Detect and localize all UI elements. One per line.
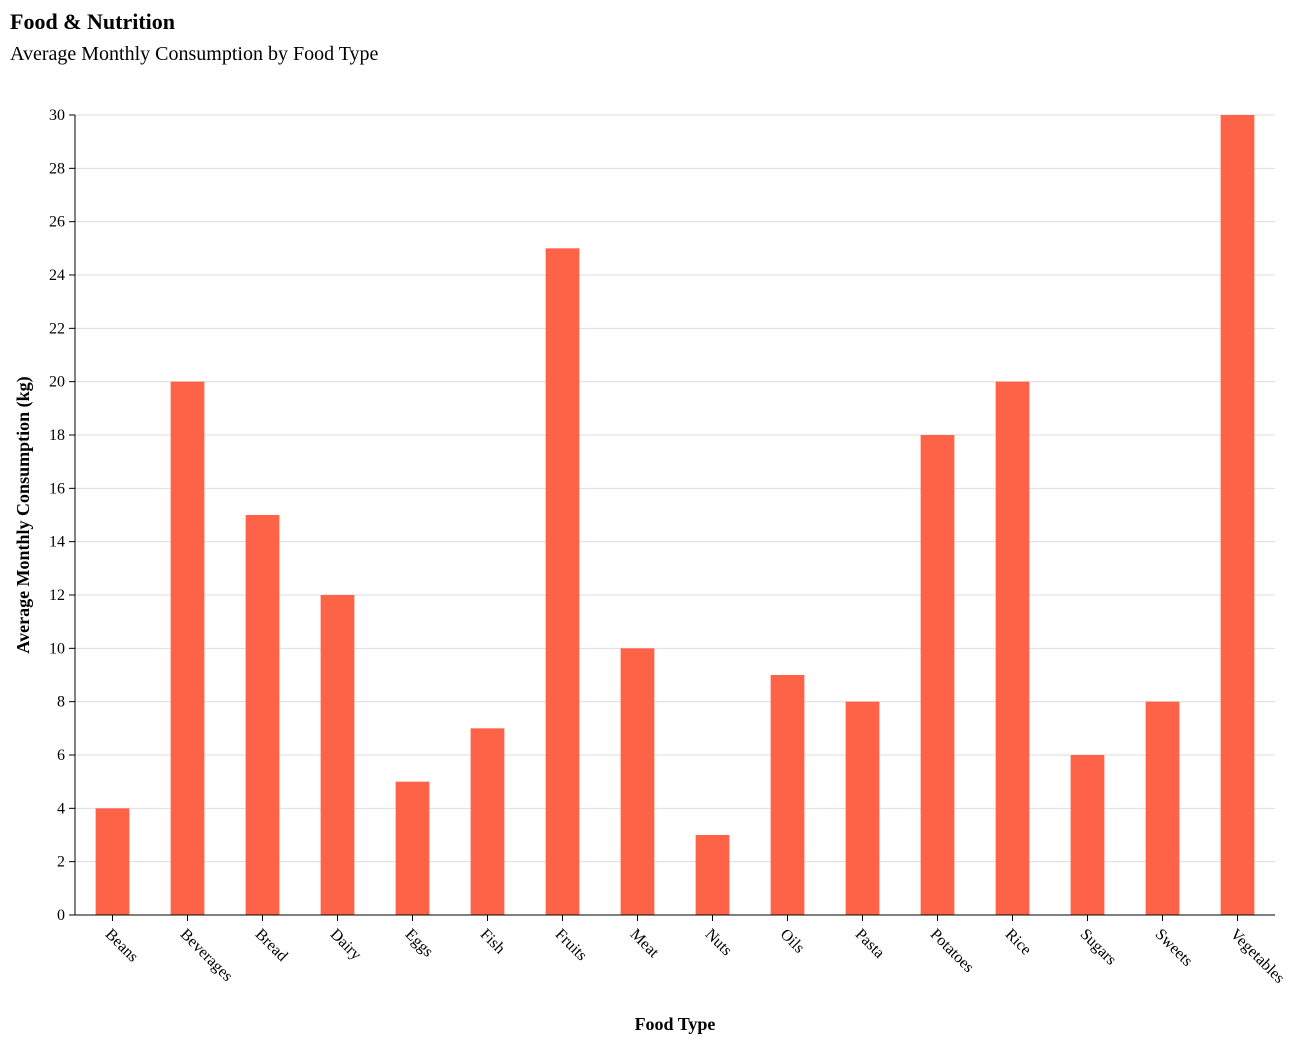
y-tick-label: 30: [49, 107, 65, 124]
bar-potatoes: [920, 435, 955, 915]
y-axis-title: Average Monthly Consumption (kg): [13, 376, 34, 653]
x-tick-label: Oils: [777, 926, 808, 957]
x-tick-label: Pasta: [852, 926, 888, 962]
bar-pasta: [845, 701, 880, 915]
y-tick-label: 16: [49, 480, 65, 497]
bar-rice: [995, 381, 1030, 916]
x-axis-title: Food Type: [635, 1014, 716, 1034]
y-tick-label: 18: [49, 427, 65, 444]
y-tick-label: 6: [57, 747, 65, 764]
bars: [95, 115, 1255, 916]
x-tick-label: Sweets: [1152, 926, 1196, 970]
bar-vegetables: [1220, 115, 1255, 915]
y-tick-label: 12: [49, 587, 65, 604]
x-tick-label: Vegetables: [1227, 926, 1288, 987]
y-tick-label: 2: [57, 854, 65, 871]
y-tick-label: 22: [49, 320, 65, 337]
x-tick-label: Potatoes: [927, 926, 977, 976]
x-tick-label: Fish: [477, 926, 509, 958]
x-tick-label: Sugars: [1077, 926, 1120, 969]
bar-fruits: [545, 248, 580, 916]
x-tick-label: Eggs: [402, 926, 437, 961]
bar-bread: [245, 515, 280, 915]
bar-fish: [470, 728, 505, 915]
chart-subtitle: Average Monthly Consumption by Food Type: [10, 43, 379, 65]
bar-meat: [620, 648, 655, 915]
bar-beans: [95, 808, 130, 915]
y-tick-label: 28: [49, 160, 65, 177]
chart-title: Food & Nutrition: [10, 9, 175, 34]
bar-dairy: [320, 595, 355, 915]
x-axis: Beans Beverages Bread Dairy Eggs Fish Fruits Me…: [75, 914, 1288, 987]
x-tick-label: Fruits: [552, 926, 590, 964]
y-tick-label: 26: [49, 214, 65, 231]
x-tick-label: Bread: [252, 926, 291, 965]
x-tick-label: Nuts: [702, 926, 735, 959]
x-tick-label: Dairy: [327, 926, 365, 964]
y-tick-label: 0: [57, 907, 65, 924]
y-tick-label: 10: [49, 640, 65, 657]
x-tick-label: Beans: [102, 926, 142, 966]
y-tick-label: 14: [49, 534, 65, 551]
bar-oils: [770, 675, 805, 915]
y-tick-label: 4: [57, 800, 65, 817]
bar-beverages: [170, 381, 205, 916]
bar-eggs: [395, 781, 430, 915]
x-tick-label: Meat: [627, 926, 663, 962]
bar-nuts: [695, 835, 730, 915]
bar-sweets: [1145, 701, 1180, 915]
x-tick-label: Beverages: [177, 926, 236, 985]
y-tick-label: 24: [49, 267, 65, 284]
bar-sugars: [1070, 755, 1105, 915]
x-tick-label: Rice: [1002, 926, 1035, 959]
y-tick-label: 20: [49, 374, 65, 391]
y-tick-label: 8: [57, 694, 65, 711]
